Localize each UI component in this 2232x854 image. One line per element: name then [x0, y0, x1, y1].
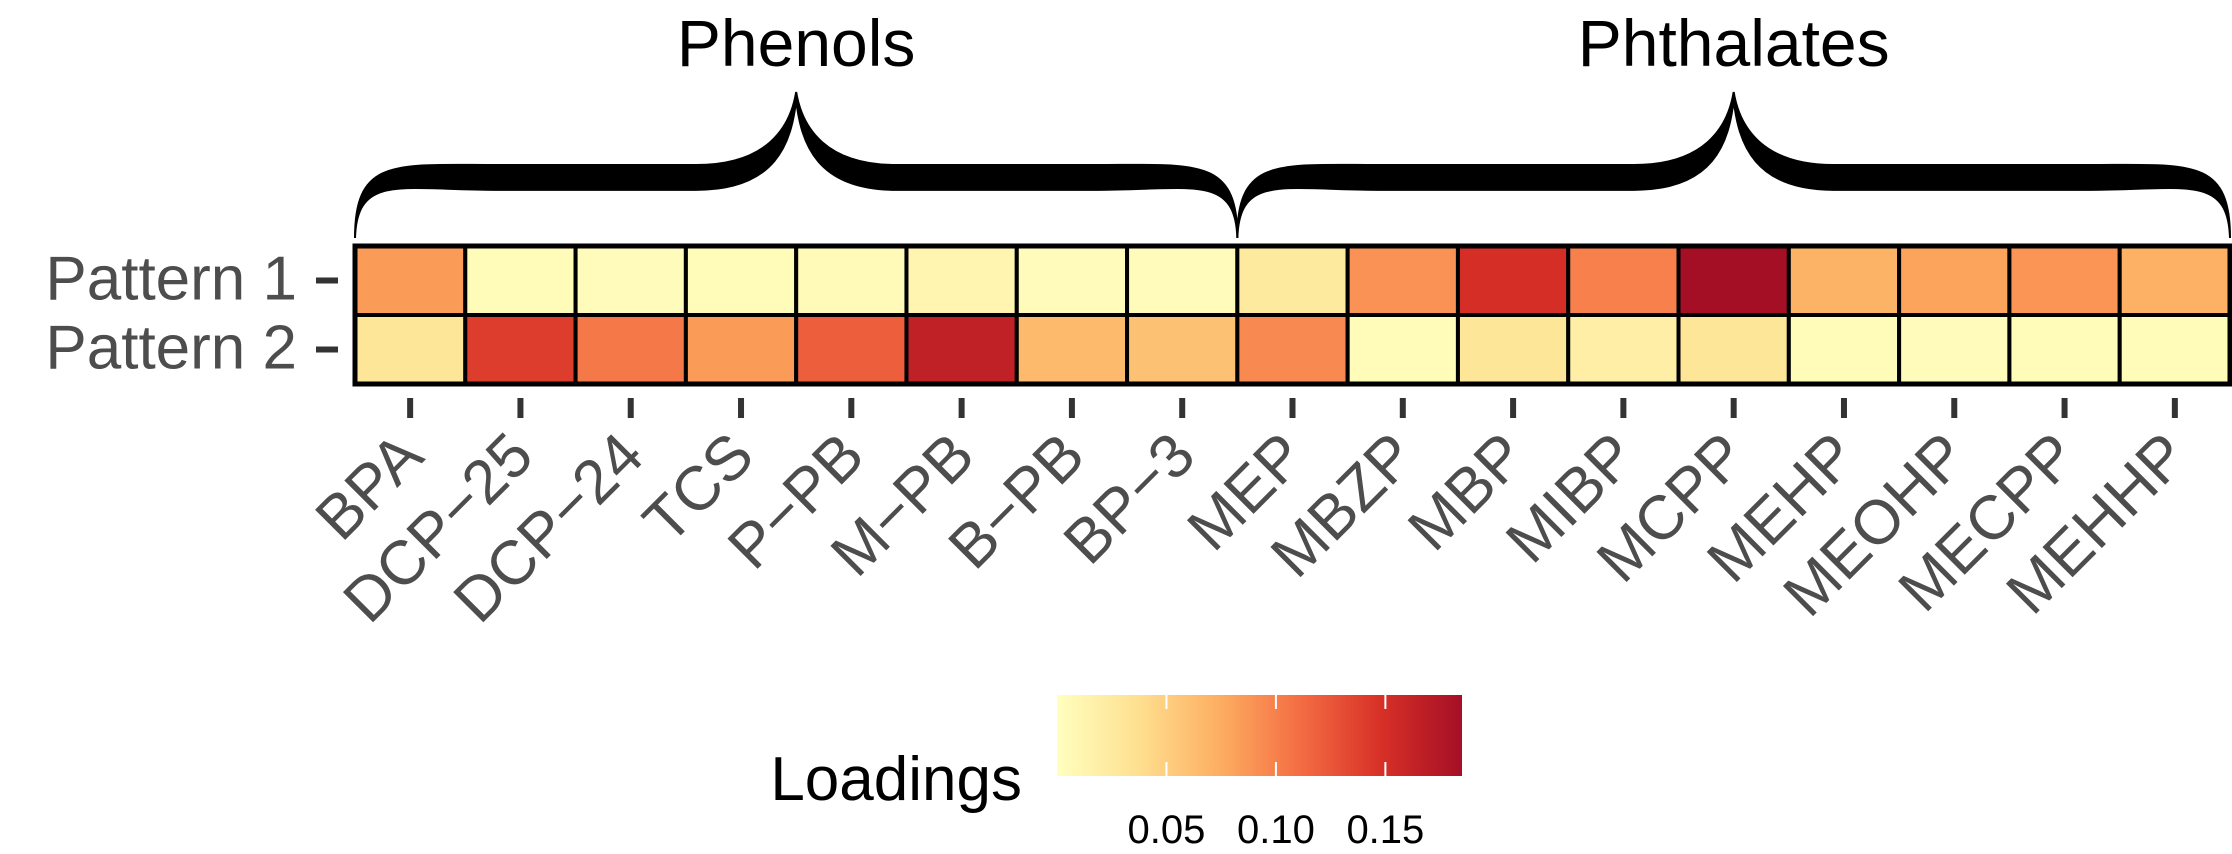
heatmap-cell: [1676, 313, 1791, 386]
colorbar: [1057, 695, 1462, 776]
heatmap-cell: [2117, 244, 2232, 317]
heatmap-cell: [463, 244, 578, 317]
heatmap-cell: [683, 313, 799, 386]
group-label: Phthalates: [1578, 6, 1890, 80]
heatmap-cell: [904, 313, 1019, 386]
heatmap-cell: [573, 244, 688, 317]
heatmap-cell: [1125, 244, 1240, 317]
group-brace: [354, 91, 1239, 239]
x-axis: BPADCP−25DCP−24TCSP−PBM−PBB−PBBP−3MEPMBZ…: [303, 398, 2201, 636]
group-label: Phenols: [677, 6, 916, 80]
heatmap-cell: [1125, 313, 1240, 386]
colorbar-tick-label: 0.10: [1237, 808, 1315, 852]
heatmap-cell: [683, 244, 799, 317]
heatmap-cell: [1897, 313, 2012, 386]
heatmap-cell: [1897, 244, 2012, 317]
heatmap-cell: [2117, 313, 2232, 386]
heatmap-cell: [353, 244, 468, 317]
heatmap-cell: [1786, 313, 1902, 386]
heatmap-cell: [1345, 244, 1460, 317]
colorbar-tick-label: 0.15: [1346, 808, 1424, 852]
x-tick-label: BP−3: [1051, 420, 1208, 577]
heatmap-cells: [352, 243, 2232, 387]
heatmap-cell: [1235, 244, 1350, 317]
heatmap-cell: [2007, 244, 2122, 317]
colorbar-legend: Loadings 0.05 0.10 0.15: [770, 695, 1462, 852]
heatmap-cell: [794, 313, 909, 386]
group-brackets: Phenols Phthalates: [354, 6, 2231, 239]
heatmap-cell: [1566, 244, 1681, 317]
heatmap-cell: [2007, 313, 2122, 386]
heatmap-cell: [573, 313, 688, 386]
colorbar-tick-label: 0.05: [1128, 808, 1206, 852]
heatmap-cell: [1566, 313, 1681, 386]
heatmap-cell: [1345, 313, 1460, 386]
group-brace: [1236, 91, 2231, 239]
heatmap-cell: [1455, 313, 1571, 386]
heatmap-border: [352, 243, 2232, 387]
y-tick-label: Pattern 2: [45, 314, 297, 383]
heatmap-cell: [1676, 244, 1791, 317]
heatmap-cell: [1235, 313, 1350, 386]
heatmap-cell: [1455, 244, 1571, 317]
heatmap-cell: [794, 244, 909, 317]
heatmap-cell: [353, 313, 468, 386]
heatmap-cell: [904, 244, 1019, 317]
heatmap-cell: [1786, 244, 1902, 317]
colorbar-title: Loadings: [770, 745, 1022, 814]
y-tick-label: Pattern 1: [45, 245, 297, 314]
heatmap-cell: [1014, 244, 1130, 317]
heatmap-cell: [1014, 313, 1130, 386]
heatmap-cell: [463, 313, 578, 386]
